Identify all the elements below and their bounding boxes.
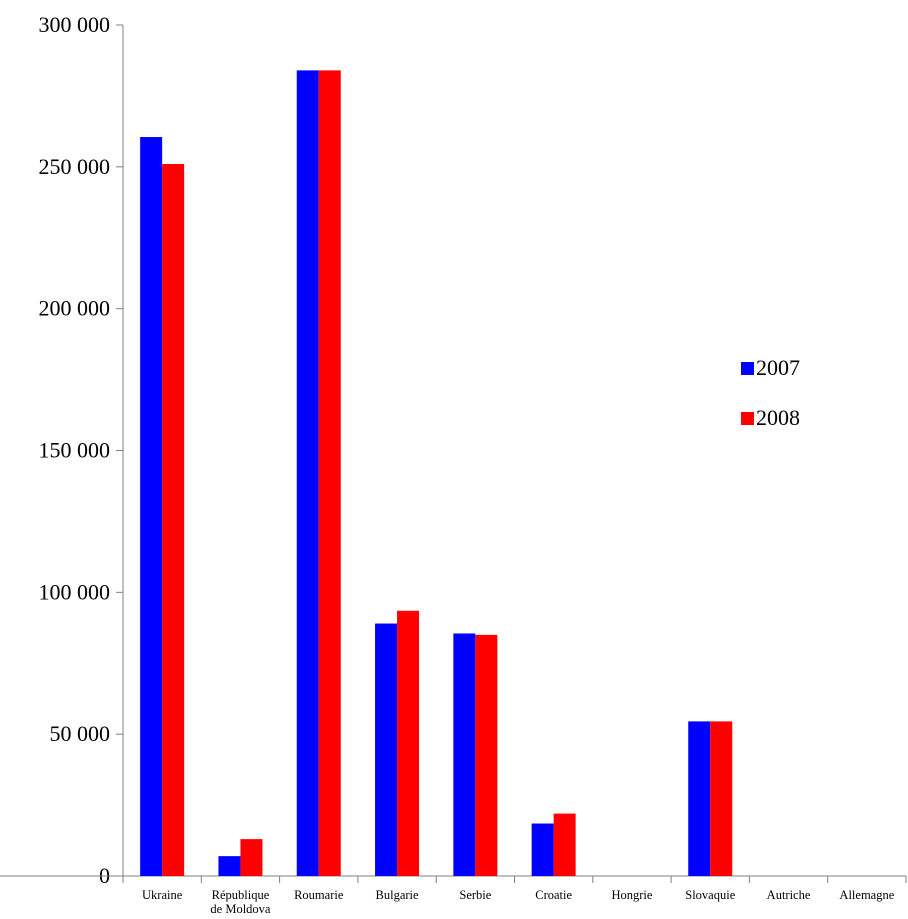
bar-2008-5 (553, 813, 576, 876)
bar-2007-0 (140, 137, 163, 876)
bar-2007-1 (218, 856, 241, 876)
y-tick-label: 200 000 (39, 296, 111, 321)
x-tick-label: Hongrie (611, 888, 652, 902)
x-tick-label: Serbie (459, 888, 491, 902)
legend-label-2007: 2007 (756, 355, 800, 380)
y-tick-label: 150 000 (39, 438, 111, 463)
bar-2007-4 (453, 633, 476, 876)
x-tick-label: Roumarie (294, 888, 344, 902)
bar-2008-4 (475, 634, 498, 876)
y-tick-label: 250 000 (39, 154, 111, 179)
bar-2008-1 (240, 839, 263, 876)
legend-label-2008: 2008 (756, 405, 800, 430)
x-tick-label: de Moldova (210, 902, 271, 916)
bars (140, 70, 733, 877)
legend-swatch-2007 (741, 362, 754, 375)
x-tick-label: Slovaquie (685, 888, 735, 902)
bar-2007-3 (375, 623, 398, 876)
y-tick-label: 50 000 (50, 721, 111, 746)
bar-2007-5 (531, 823, 554, 876)
legend-swatch-2008 (741, 412, 754, 425)
bar-2008-7 (710, 721, 733, 876)
x-axis (0, 875, 907, 883)
bar-2008-3 (397, 610, 420, 876)
x-tick-label: Ukraine (142, 888, 183, 902)
bar-2007-7 (688, 721, 711, 876)
x-tick-label: Croatie (535, 888, 572, 902)
x-tick-label: Bulgarie (376, 888, 419, 902)
y-tick-label: 100 000 (39, 579, 111, 604)
bar-2007-2 (296, 70, 319, 877)
legend: 2007 2008 (741, 355, 800, 430)
bar-2008-2 (318, 70, 341, 877)
x-tick-label: Autriche (767, 888, 811, 902)
bar-2008-0 (162, 163, 185, 876)
x-tick-label: Allemagne (839, 888, 894, 902)
x-tick-label: République (212, 888, 270, 902)
y-tick-label: 300 000 (39, 12, 111, 37)
